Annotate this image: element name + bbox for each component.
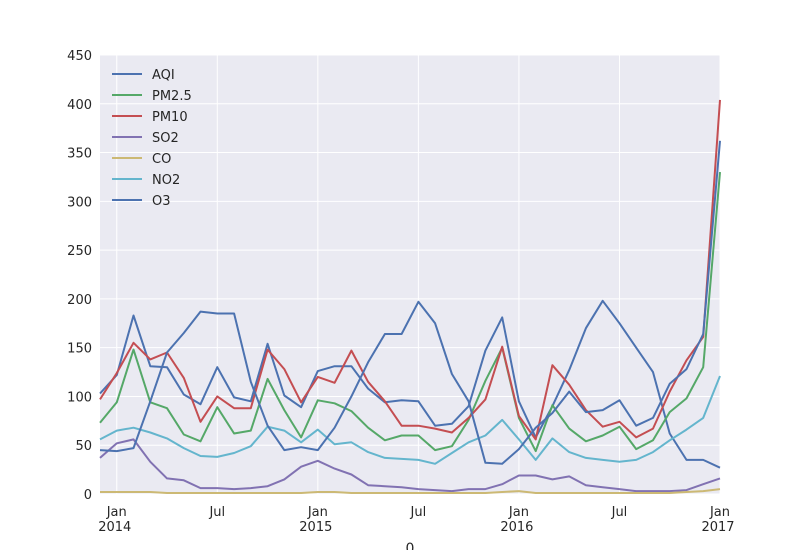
series-line-aqi (99, 299, 721, 469)
x-tick-label: Jan (106, 505, 127, 520)
series-lines (99, 99, 721, 494)
series-line-no2 (99, 375, 721, 465)
x-tick-label: Jul (611, 505, 628, 520)
x-tick-year-label: 2015 (299, 520, 332, 535)
legend-label: PM10 (152, 110, 188, 125)
legend-label: O3 (152, 194, 171, 209)
y-tick-label: 0 (84, 488, 92, 503)
x-tick-label: Jul (208, 505, 225, 520)
x-tick-label: Jan (709, 505, 730, 520)
y-tick-label: 350 (67, 147, 92, 162)
y-axis-ticks: 0 50 100 150 200 250 300 350 400 450 (67, 49, 92, 503)
series-line-o3 (99, 140, 721, 465)
y-tick-label: 100 (67, 390, 92, 405)
y-tick-label: 50 (75, 439, 92, 454)
x-tick-year-label: 2016 (500, 520, 533, 535)
y-tick-label: 250 (67, 244, 92, 259)
series-line-pm25 (99, 172, 721, 453)
y-tick-label: 450 (67, 49, 92, 64)
x-tick-year-label: 2017 (701, 520, 734, 535)
legend-label: NO2 (152, 173, 180, 188)
x-tick-year-label: 2014 (98, 520, 131, 535)
legend-label: CO (152, 152, 171, 167)
series-line-so2 (99, 438, 721, 493)
y-tick-label: 150 (67, 342, 92, 357)
series-line-pm10 (99, 99, 721, 441)
x-tick-label: Jan (307, 505, 328, 520)
legend-label: SO2 (152, 131, 179, 146)
legend: AQI PM2.5 PM10 SO2 CO NO2 O3 (112, 68, 192, 209)
series-line-co (100, 488, 721, 494)
x-axis-label: 0 (406, 541, 415, 550)
y-tick-label: 400 (67, 98, 92, 113)
x-tick-label: Jul (410, 505, 427, 520)
legend-label: AQI (152, 68, 175, 83)
x-tick-label: Jan (508, 505, 529, 520)
y-tick-label: 300 (67, 195, 92, 210)
legend-label: PM2.5 (152, 89, 192, 104)
plot-background (100, 55, 720, 494)
y-tick-label: 200 (67, 293, 92, 308)
